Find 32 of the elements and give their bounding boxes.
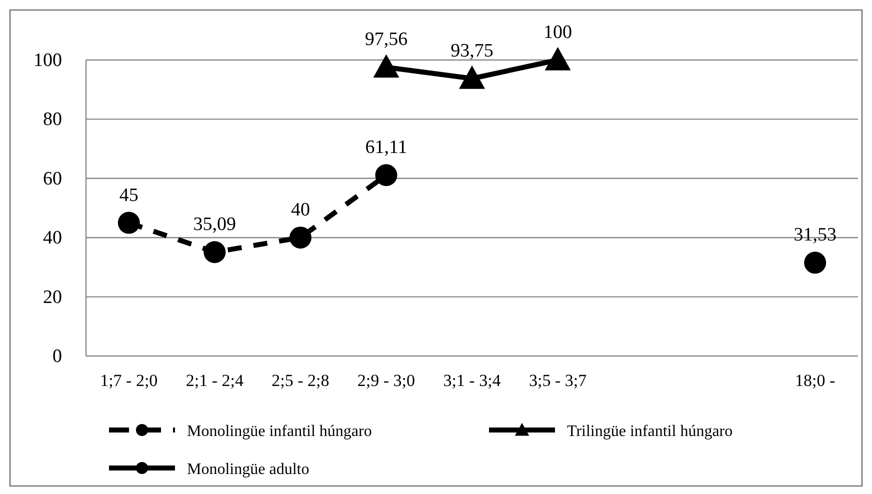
point — [544, 47, 571, 70]
point — [118, 212, 140, 234]
legend-label: Monolingüe adulto — [187, 461, 310, 478]
point — [204, 241, 226, 264]
x-tick-label: 18;0 - — [795, 371, 836, 390]
x-tick-label: 2;1 - 2;4 — [186, 371, 244, 390]
x-tick-label: 1;7 - 2;0 — [100, 371, 158, 390]
y-tick-label: 0 — [52, 346, 62, 367]
y-tick-label: 60 — [43, 168, 62, 190]
legend-label: Monolingüe infantil húngaro — [187, 423, 372, 440]
point — [375, 164, 398, 186]
x-tick-label: 2;5 - 2;8 — [272, 371, 330, 390]
y-tick-label: 80 — [43, 109, 62, 130]
y-tick-label: 100 — [34, 50, 62, 71]
data-label: 35,09 — [193, 214, 236, 236]
y-tick-label: 20 — [43, 286, 62, 308]
data-label: 40 — [290, 200, 310, 221]
data-label: 61,11 — [365, 137, 408, 158]
x-tick-label: 2;9 - 3;0 — [357, 371, 416, 390]
data-label: 100 — [544, 22, 572, 43]
legend-label: Trilingüe infantil húngaro — [567, 423, 733, 440]
data-label: 93,75 — [450, 40, 494, 62]
data-label: 45 — [119, 184, 138, 206]
point — [373, 54, 400, 78]
point — [289, 226, 312, 249]
point — [459, 66, 485, 89]
x-tick-label: 3;5 - 3;7 — [528, 371, 588, 390]
y-tick-label: 40 — [43, 228, 62, 249]
x-tick-label: 3;1 - 3;4 — [443, 371, 502, 390]
point — [804, 252, 826, 274]
data-label: 31,53 — [794, 224, 836, 246]
data-label: 97,56 — [364, 29, 408, 50]
